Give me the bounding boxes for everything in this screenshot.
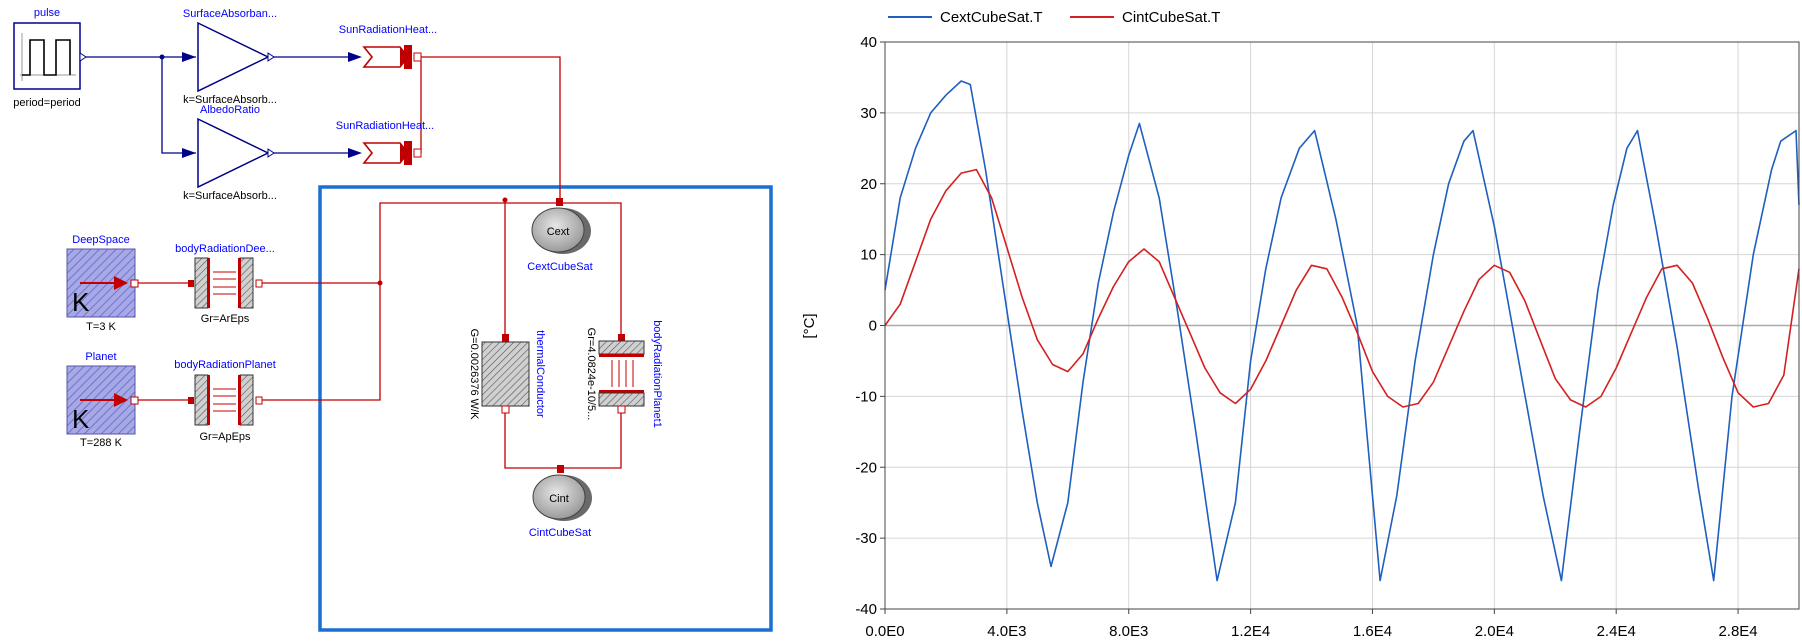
planet-name: Planet <box>85 351 116 363</box>
pulse-name: pulse <box>34 7 60 19</box>
body-rad-deep-name: bodyRadiationDee... <box>175 243 275 255</box>
sun-radiation-heat-1[interactable]: SunRadiationHeat... <box>339 24 437 69</box>
series <box>884 80 1800 582</box>
body-rad-planet-param: Gr=ApEps <box>199 431 251 443</box>
y-tick-label: 10 <box>860 247 877 264</box>
thermal-conductor[interactable]: thermalConductor G=0.0026376 W/K <box>468 329 546 420</box>
x-ticks: 0.0E0 4.0E3 8.0E3 1.2E4 1.6E4 2.0E4 2.4E4 2.8E4 <box>865 609 1758 640</box>
x-tick-label: 2.0E4 <box>1475 623 1514 640</box>
y-tick-label: -40 <box>855 601 877 618</box>
body-rad-planet1-name: bodyRadiationPlanet1 <box>651 320 663 428</box>
planet-glyph: K <box>72 404 90 434</box>
x-tick-label: 1.2E4 <box>1231 623 1270 640</box>
series-line-cint <box>884 168 1800 408</box>
y-tick-label: -30 <box>855 530 877 547</box>
body-radiation-planet1[interactable]: bodyRadiationPlanet1 Gr=4.0824e-10/5... <box>585 320 663 428</box>
deep-space-glyph: K <box>72 287 90 317</box>
deep-space-param: T=3 K <box>86 321 116 333</box>
body-rad-planet-name: bodyRadiationPlanet <box>174 359 276 371</box>
y-axis-label: [°C] <box>801 313 818 338</box>
y-tick-label: -10 <box>855 388 877 405</box>
sun-heat-1-name: SunRadiationHeat... <box>339 24 437 36</box>
cint-name: CintCubeSat <box>529 527 591 539</box>
gain-albedo-name: AlbedoRatio <box>200 104 260 116</box>
cint-capacitor[interactable]: Cint CintCubeSat <box>529 465 592 539</box>
legend-label-cext: CextCubeSat.T <box>940 9 1043 26</box>
gain-albedo-ratio[interactable]: AlbedoRatio k=SurfaceAbsorb... <box>182 104 277 202</box>
x-tick-label: 2.4E4 <box>1597 623 1636 640</box>
planet-block[interactable]: K Planet T=288 K <box>66 351 139 449</box>
cint-label: Cint <box>549 493 569 505</box>
series-line-cext <box>884 80 1800 582</box>
gain-surface-absorbance[interactable]: SurfaceAbsorban... k=SurfaceAbsorb... <box>182 8 277 106</box>
y-tick-label: 40 <box>860 34 877 51</box>
thermal-conductor-param: G=0.0026376 W/K <box>468 329 480 420</box>
body-rad-deep-param: Gr=ArEps <box>201 313 250 325</box>
sun-heat-2-name: SunRadiationHeat... <box>336 120 434 132</box>
gain-surface-param: k=SurfaceAbsorb... <box>183 94 277 106</box>
planet-param: T=288 K <box>80 437 123 449</box>
y-tick-label: 0 <box>869 318 877 335</box>
thermal-conductor-name: thermalConductor <box>534 330 546 418</box>
pulse-param: period=period <box>13 97 81 109</box>
x-tick-label: 2.8E4 <box>1718 623 1757 640</box>
temperature-chart: CextCubeSat.T CintCubeSat.T -40 -30 -20 -10… <box>801 9 1800 640</box>
deep-space-block[interactable]: K DeepSpace T=3 K <box>66 234 139 333</box>
body-radiation-planet[interactable]: bodyRadiationPlanet Gr=ApEps <box>138 359 276 443</box>
body-radiation-deep[interactable]: bodyRadiationDee... Gr=ArEps <box>138 243 275 325</box>
y-ticks: -40 -30 -20 -10 0 10 20 30 40 <box>855 34 885 618</box>
cubesat-frame <box>318 185 773 632</box>
cext-label: Cext <box>547 226 570 238</box>
legend: CextCubeSat.T CintCubeSat.T <box>888 9 1220 26</box>
cext-capacitor[interactable]: Cext CextCubeSat <box>527 198 593 273</box>
legend-label-cint: CintCubeSat.T <box>1122 9 1220 26</box>
gain-surface-name: SurfaceAbsorban... <box>183 8 277 20</box>
x-tick-label: 4.0E3 <box>987 623 1026 640</box>
x-tick-label: 0.0E0 <box>865 623 904 640</box>
sun-radiation-heat-2[interactable]: SunRadiationHeat... <box>336 120 434 165</box>
y-tick-label: 20 <box>860 176 877 193</box>
y-tick-label: -20 <box>855 459 877 476</box>
x-tick-label: 1.6E4 <box>1353 623 1392 640</box>
x-tick-label: 8.0E3 <box>1109 623 1148 640</box>
body-rad-planet1-param: Gr=4.0824e-10/5... <box>585 328 597 421</box>
y-tick-label: 30 <box>860 105 877 122</box>
deep-space-name: DeepSpace <box>72 234 130 246</box>
gain-albedo-param: k=SurfaceAbsorb... <box>183 190 277 202</box>
pulse-block[interactable]: pulse period=period <box>13 7 87 109</box>
cext-name: CextCubeSat <box>527 261 592 273</box>
modelica-diagram: pulse period=period SurfaceAbsorban... k… <box>13 7 773 632</box>
heat-wires <box>262 56 622 471</box>
